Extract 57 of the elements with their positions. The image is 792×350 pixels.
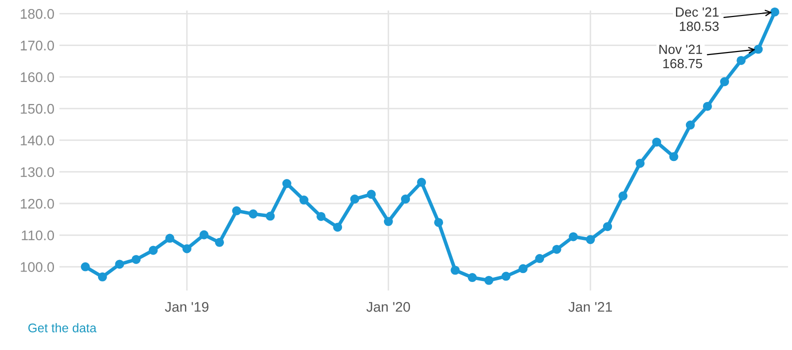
point <box>165 234 174 243</box>
point <box>299 196 308 205</box>
y-tick-label: 140.0 <box>20 136 54 146</box>
point <box>552 244 562 254</box>
point <box>636 158 645 168</box>
point <box>468 273 477 282</box>
point <box>720 77 730 86</box>
y-tick-label: 180.0 <box>20 9 54 19</box>
point <box>80 262 90 272</box>
x-tick-label: Jan '19 <box>164 302 208 312</box>
point <box>232 206 242 216</box>
annotation: Dec '21 180.53 <box>676 7 719 31</box>
point <box>484 276 494 285</box>
y-tick-label: 110.0 <box>22 230 54 240</box>
point <box>214 238 224 247</box>
point <box>98 272 107 282</box>
point <box>686 120 695 130</box>
point <box>568 232 578 242</box>
point <box>384 217 393 226</box>
x-tick-label: Jan '20 <box>366 302 410 312</box>
point <box>450 266 460 275</box>
point <box>770 7 780 16</box>
point <box>282 179 292 188</box>
point <box>518 264 528 274</box>
text: Get the data <box>28 323 97 332</box>
point <box>535 254 544 264</box>
point <box>434 218 444 227</box>
point <box>754 44 763 54</box>
y-tick-label: 160.0 <box>20 72 54 82</box>
point <box>316 212 326 221</box>
point <box>148 246 158 255</box>
point <box>266 212 275 221</box>
y-tick-label: 150.0 <box>20 104 54 114</box>
y-tick-label: 120.0 <box>20 198 54 209</box>
point <box>333 222 342 232</box>
point <box>182 244 192 254</box>
point <box>115 260 124 269</box>
point <box>248 209 258 218</box>
y-tick-label: 100.0 <box>20 262 54 272</box>
y-tick-label: 130.0 <box>20 167 54 178</box>
y-tick-label: 170.0 <box>20 40 54 50</box>
annotation: Nov '21 168.75 <box>659 44 702 68</box>
point <box>669 152 678 162</box>
point <box>501 272 510 281</box>
point <box>400 194 410 204</box>
x-tick-label: Jan '21 <box>568 302 612 312</box>
point <box>366 190 376 199</box>
point <box>350 194 360 204</box>
point <box>200 230 209 240</box>
point <box>603 222 612 232</box>
point <box>132 254 141 264</box>
point <box>618 191 628 200</box>
point <box>736 56 746 66</box>
point <box>702 102 712 111</box>
point <box>417 178 426 187</box>
point <box>652 138 662 147</box>
point <box>586 235 595 244</box>
